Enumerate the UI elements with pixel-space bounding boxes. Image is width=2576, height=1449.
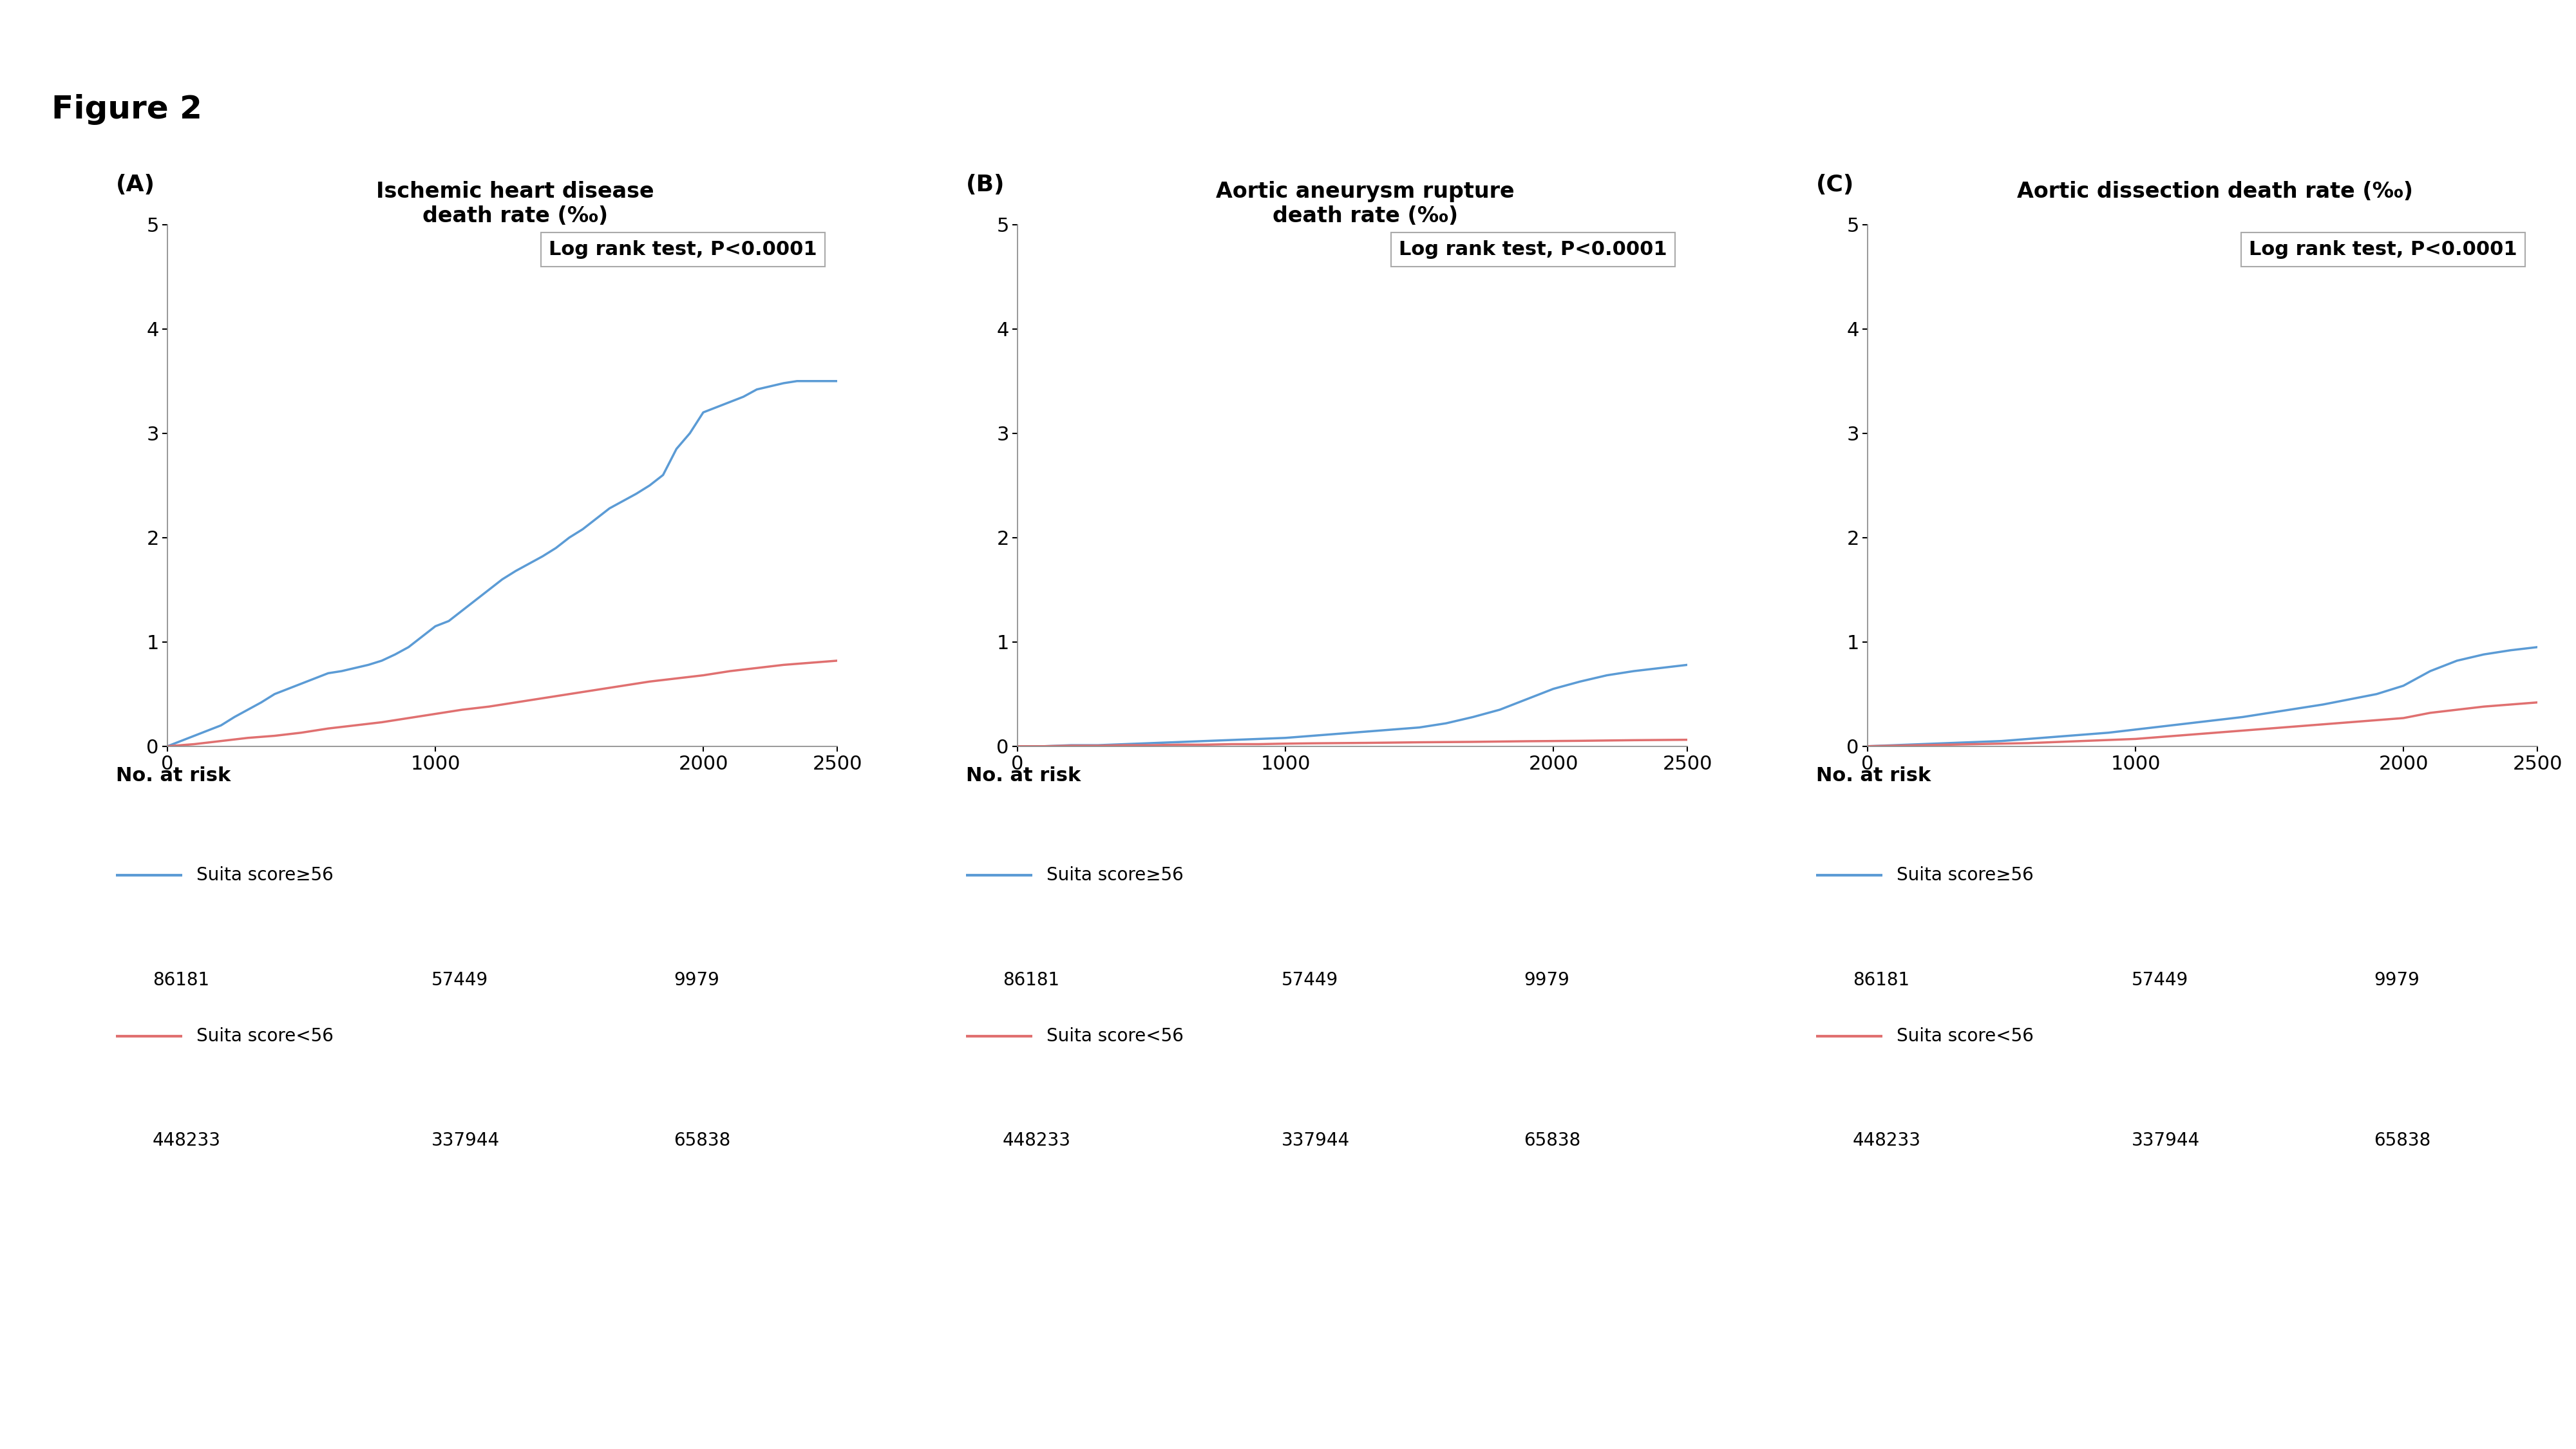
Text: 86181: 86181 [152, 971, 209, 988]
Text: Log rank test, P<0.0001: Log rank test, P<0.0001 [2249, 241, 2517, 259]
Text: Ischemic heart disease
death rate (‰): Ischemic heart disease death rate (‰) [376, 181, 654, 227]
Text: 9979: 9979 [2375, 971, 2419, 988]
Text: 448233: 448233 [1002, 1132, 1072, 1149]
Text: Figure 2: Figure 2 [52, 94, 201, 125]
Text: (A): (A) [116, 174, 155, 196]
Text: No. at risk: No. at risk [1816, 767, 1932, 785]
Text: 65838: 65838 [675, 1132, 732, 1149]
Text: 448233: 448233 [152, 1132, 222, 1149]
Text: 65838: 65838 [1525, 1132, 1582, 1149]
Text: 448233: 448233 [1852, 1132, 1922, 1149]
Text: Suita score≥56: Suita score≥56 [1046, 867, 1185, 884]
Text: Suita score≥56: Suita score≥56 [1896, 867, 2035, 884]
Text: 57449: 57449 [433, 971, 489, 988]
Text: 337944: 337944 [1283, 1132, 1350, 1149]
Text: (C): (C) [1816, 174, 1855, 196]
Text: 57449: 57449 [1283, 971, 1340, 988]
Text: 86181: 86181 [1852, 971, 1909, 988]
Text: 337944: 337944 [2133, 1132, 2200, 1149]
Text: 57449: 57449 [2133, 971, 2190, 988]
Text: 337944: 337944 [433, 1132, 500, 1149]
Text: 65838: 65838 [2375, 1132, 2432, 1149]
Text: Log rank test, P<0.0001: Log rank test, P<0.0001 [1399, 241, 1667, 259]
Text: (B): (B) [966, 174, 1005, 196]
Text: Suita score<56: Suita score<56 [1896, 1027, 2035, 1045]
Text: No. at risk: No. at risk [116, 767, 232, 785]
Text: Suita score≥56: Suita score≥56 [196, 867, 335, 884]
Text: Aortic aneurysm rupture
death rate (‰): Aortic aneurysm rupture death rate (‰) [1216, 181, 1515, 227]
Text: No. at risk: No. at risk [966, 767, 1082, 785]
Text: 86181: 86181 [1002, 971, 1059, 988]
Text: Log rank test, P<0.0001: Log rank test, P<0.0001 [549, 241, 817, 259]
Text: Suita score<56: Suita score<56 [1046, 1027, 1185, 1045]
Text: Aortic dissection death rate (‰): Aortic dissection death rate (‰) [2017, 181, 2414, 203]
Text: 9979: 9979 [1525, 971, 1569, 988]
Text: Suita score<56: Suita score<56 [196, 1027, 335, 1045]
Text: 9979: 9979 [675, 971, 719, 988]
